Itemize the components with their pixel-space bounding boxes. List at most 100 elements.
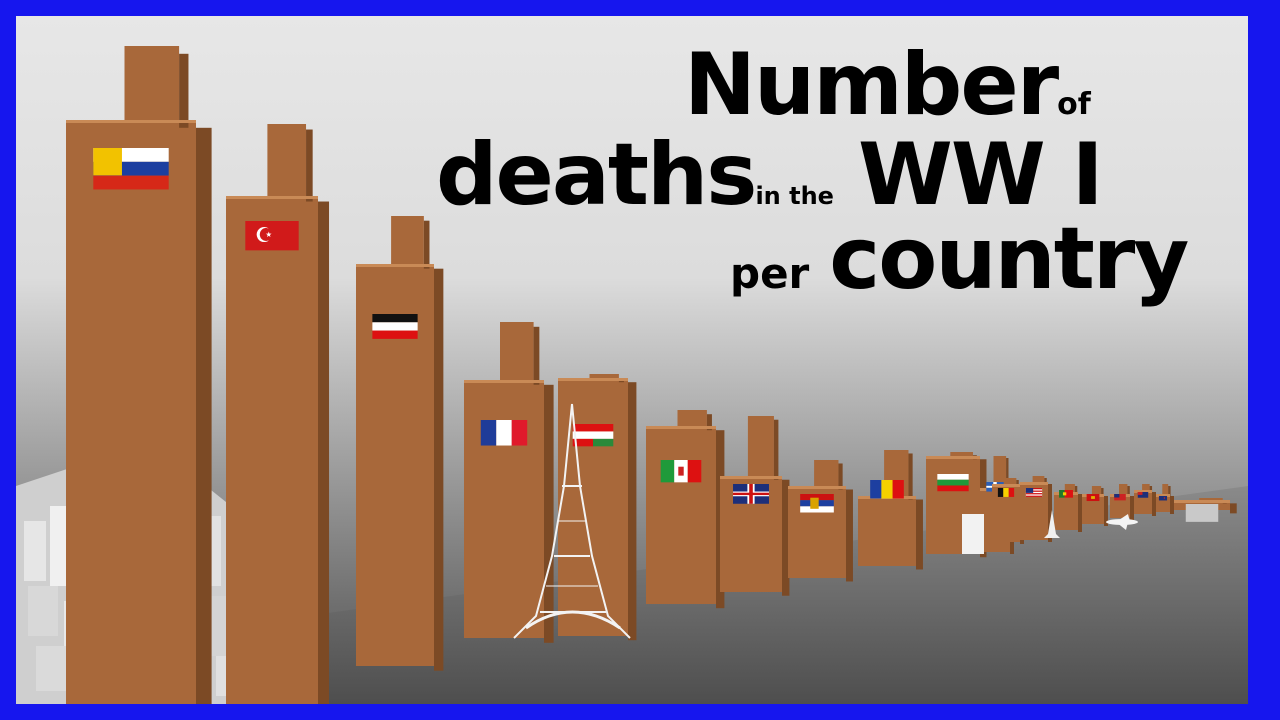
bar-tower: [1032, 476, 1045, 484]
bar-side: [1130, 496, 1134, 520]
country-bar: [1174, 498, 1237, 522]
new-zealand-flag: [1158, 496, 1168, 501]
france-flag: [480, 420, 528, 446]
bar-side: [318, 201, 330, 704]
bar-top: [356, 264, 434, 267]
bar-tower-side: [1016, 480, 1019, 486]
airplane: [1106, 514, 1138, 530]
bar-tower-side: [838, 463, 843, 490]
bar-tower-side: [533, 326, 540, 385]
bar-top: [992, 484, 1020, 487]
country-bar: [464, 322, 554, 643]
country-bar: [66, 46, 212, 704]
bar-side: [628, 382, 637, 641]
montenegro-flag: [1086, 494, 1100, 502]
bar-side: [1104, 496, 1108, 526]
bar-tower: [267, 124, 307, 198]
bar-side: [196, 127, 212, 704]
united-states-flag: [1025, 488, 1043, 497]
title-per: per: [730, 249, 810, 298]
bar-tower: [747, 416, 774, 478]
bar-top: [464, 380, 544, 383]
country-bar: [356, 216, 444, 671]
bar-tower: [1142, 484, 1150, 492]
bar-tower-side: [179, 53, 189, 128]
bar-side: [544, 384, 554, 643]
bar-front: [464, 380, 544, 638]
country-bar: [926, 452, 987, 558]
title-deaths: deaths: [436, 125, 757, 225]
german-empire-flag: [372, 314, 418, 339]
bar-top: [66, 120, 196, 123]
bar-scene: ☪: [16, 46, 1248, 704]
bar-tower-side: [1168, 486, 1171, 496]
bar-tower-side: [706, 414, 712, 431]
title-number: Number: [684, 35, 1059, 135]
country-bar: [1082, 486, 1108, 526]
bar-tower-side: [773, 419, 779, 480]
bar-tower: [1091, 486, 1102, 496]
bar-top: [558, 378, 628, 381]
country-bar: [788, 460, 853, 582]
scene-frame: ☪ Numberof deathsin the WW I per country: [16, 16, 1248, 704]
bar-tower: [391, 216, 424, 266]
bar-side: [916, 499, 923, 570]
title-in-the: in the: [755, 182, 834, 210]
bar-front: [66, 120, 196, 704]
bar-side: [1230, 503, 1237, 514]
statue-of-liberty: [1044, 510, 1060, 538]
country-bar: [720, 416, 790, 596]
portugal-flag: [1059, 490, 1073, 498]
bar-tower: [589, 374, 619, 380]
eiffel-tower: [513, 403, 631, 639]
bar-front: [558, 378, 628, 636]
title-line-3: per country: [730, 216, 1189, 302]
bar-top: [788, 486, 846, 489]
bar-tower: [500, 322, 534, 382]
australia-flag: [1137, 492, 1149, 498]
bar-top: [926, 456, 980, 459]
bar-front: [646, 426, 716, 604]
bar-top: [1020, 482, 1048, 485]
bar-top: [1174, 500, 1230, 503]
romania-flag: [870, 480, 904, 499]
bar-top: [1156, 494, 1170, 497]
bar-tower: [1162, 484, 1169, 496]
phone-booth: [962, 514, 984, 554]
bar-tower: [814, 460, 839, 488]
bar-tower-side: [306, 129, 313, 202]
bar-tower-side: [908, 453, 913, 500]
serbia-flag: [800, 494, 834, 513]
bar-front: [858, 496, 916, 566]
bar-side: [1170, 496, 1174, 514]
bar-tower: [1119, 484, 1128, 496]
canada-flag: [1114, 494, 1126, 501]
bar-side: [1078, 494, 1082, 532]
bar-tower-side: [1101, 488, 1104, 496]
small-country-flag: [1185, 504, 1219, 522]
bar-front: [1082, 494, 1104, 524]
country-bar: [1054, 484, 1082, 532]
country-bar: [858, 450, 923, 570]
bar-tower: [993, 456, 1007, 490]
bar-side: [1152, 492, 1156, 516]
title-line-1: Numberof: [684, 42, 1091, 128]
bar-top: [1134, 490, 1152, 493]
bar-top: [720, 476, 782, 479]
bulgaria-flag: [937, 474, 969, 492]
bar-side: [846, 489, 853, 582]
bar-tower-side: [1149, 486, 1153, 492]
belgium-flag: [997, 488, 1015, 497]
bar-tower: [1004, 478, 1017, 486]
italy-flag: [660, 460, 702, 483]
svg-text:☪: ☪: [255, 223, 273, 247]
title-country: country: [829, 209, 1189, 309]
bar-front: [1054, 492, 1078, 530]
bar-side: [782, 479, 790, 596]
bar-side: [434, 268, 444, 671]
country-bar: [646, 410, 725, 609]
country-bar: [558, 374, 637, 641]
country-bar: [992, 478, 1024, 544]
bar-top: [226, 196, 318, 199]
bar-tower-side: [1074, 486, 1078, 494]
